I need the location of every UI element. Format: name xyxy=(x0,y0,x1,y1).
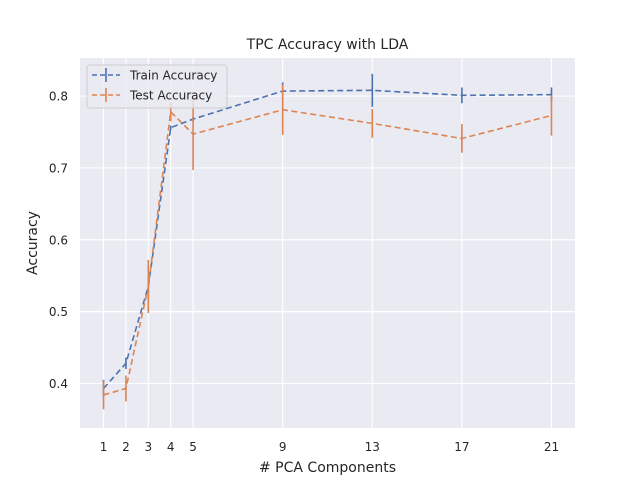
x-tick-label: 5 xyxy=(189,440,197,454)
legend-item-train: Train Accuracy xyxy=(92,68,217,83)
legend-label-test: Test Accuracy xyxy=(129,89,212,103)
y-tick-label: 0.4 xyxy=(49,377,68,391)
tick-labels: 1 2 3 4 5 9 13 17 21 0.4 0.5 0.6 0.7 0.8 xyxy=(49,90,559,454)
x-tick-label: 17 xyxy=(454,440,469,454)
plot-area xyxy=(80,58,575,428)
x-tick-label: 21 xyxy=(544,440,559,454)
x-axis-label: # PCA Components xyxy=(259,460,396,476)
x-tick-label: 2 xyxy=(122,440,130,454)
legend-label-train: Train Accuracy xyxy=(129,69,217,83)
y-tick-label: 0.6 xyxy=(49,233,68,247)
legend-box xyxy=(86,64,228,109)
legend-item-test: Test Accuracy xyxy=(92,88,212,103)
x-tick-label: 9 xyxy=(279,440,287,454)
y-tick-label: 0.5 xyxy=(49,305,68,319)
series-layer xyxy=(102,73,553,410)
x-tick-label: 3 xyxy=(144,440,152,454)
x-tick-label: 1 xyxy=(100,440,108,454)
x-tick-label: 4 xyxy=(167,440,175,454)
chart-title: TPC Accuracy with LDA xyxy=(246,37,409,53)
y-tick-label: 0.8 xyxy=(49,90,68,104)
y-axis-label: Accuracy xyxy=(25,211,41,275)
x-tick-label: 13 xyxy=(365,440,380,454)
series-test xyxy=(102,84,553,410)
legend: Train Accuracy Test Accuracy xyxy=(86,64,228,109)
y-tick-label: 0.7 xyxy=(49,161,68,175)
